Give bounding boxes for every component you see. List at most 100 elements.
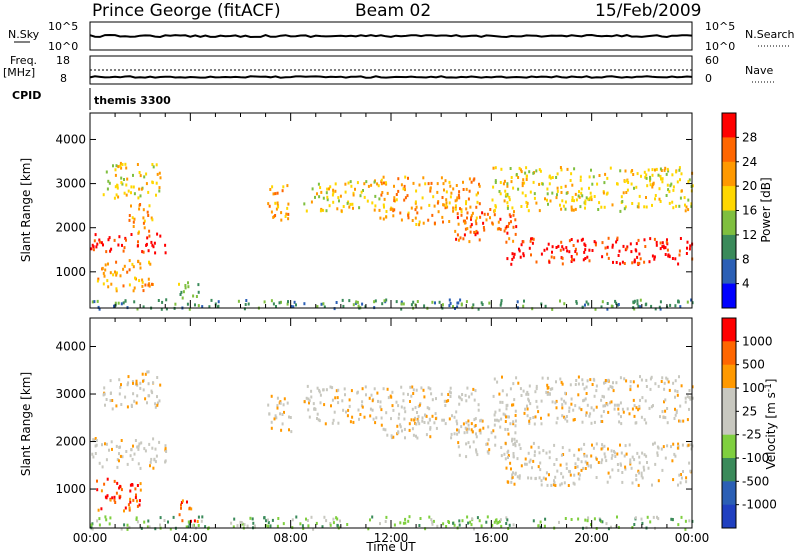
range-gate-cell <box>531 237 534 241</box>
range-gate-cell <box>476 516 479 520</box>
range-gate-cell <box>149 464 151 468</box>
range-gate-cell <box>568 469 571 473</box>
range-gate-cell <box>342 205 345 208</box>
range-gate-cell <box>416 411 418 414</box>
range-gate-cell <box>482 226 485 229</box>
range-gate-cell <box>674 413 677 417</box>
range-gate-cell <box>390 417 392 421</box>
range-gate-cell <box>469 205 472 209</box>
range-gate-cell <box>429 426 432 430</box>
range-gate-cell <box>530 253 532 257</box>
range-gate-cell <box>410 206 413 210</box>
range-gate-cell <box>374 299 377 303</box>
range-gate-cell <box>630 466 633 470</box>
range-gate-cell <box>111 407 114 411</box>
range-gate-cell <box>468 395 471 399</box>
range-gate-cell <box>270 299 273 303</box>
range-gate-cell <box>126 462 129 466</box>
range-gate-cell <box>414 200 417 204</box>
range-gate-cell <box>524 457 527 461</box>
range-gate-cell <box>427 386 430 390</box>
range-gate-cell <box>399 521 402 525</box>
range-gate-cell <box>266 518 269 522</box>
range-gate-cell <box>270 420 273 424</box>
range-gate-cell <box>624 467 627 471</box>
range-gate-cell <box>646 461 648 464</box>
range-gate-cell <box>322 196 325 200</box>
range-gate-cell <box>526 390 529 394</box>
range-gate-cell <box>588 175 591 179</box>
colorbar-tick-label: 1000 <box>742 334 773 348</box>
range-gate-cell <box>509 167 512 170</box>
range-gate-cell <box>619 209 622 213</box>
range-gate-cell <box>560 482 563 486</box>
range-gate-cell <box>153 241 156 245</box>
beam-title: Beam 02 <box>355 1 431 21</box>
range-gate-cell <box>601 458 604 462</box>
range-gate-cell <box>272 302 275 306</box>
range-gate-cell <box>604 379 607 382</box>
range-gate-cell <box>303 202 306 206</box>
range-gate-cell <box>200 519 203 523</box>
range-gate-cell <box>675 204 678 208</box>
range-gate-cell <box>511 439 513 443</box>
range-gate-cell <box>503 199 506 203</box>
range-gate-cell <box>672 442 675 446</box>
range-gate-cell <box>606 403 609 407</box>
range-gate-cell <box>617 468 620 472</box>
range-gate-cell <box>593 420 596 424</box>
range-gate-cell <box>589 191 592 195</box>
range-gate-cell <box>130 403 133 407</box>
range-gate-cell <box>454 207 457 211</box>
range-gate-cell <box>417 419 420 423</box>
range-gate-cell <box>516 300 519 304</box>
range-gate-cell <box>559 377 562 381</box>
range-gate-cell <box>118 459 120 463</box>
range-gate-cell <box>128 259 131 263</box>
range-gate-cell <box>564 207 567 211</box>
range-gate-cell <box>456 305 459 309</box>
range-gate-cell <box>467 441 470 445</box>
range-gate-cell <box>688 461 691 465</box>
range-gate-cell <box>342 304 345 308</box>
range-gate-cell <box>526 174 528 178</box>
range-gate-cell <box>457 238 460 242</box>
range-gate-cell <box>636 255 639 259</box>
range-gate-cell <box>448 417 451 421</box>
range-gate-cell <box>478 238 481 242</box>
range-gate-cell <box>111 496 114 500</box>
scatter-band-1 <box>102 370 162 411</box>
range-gate-cell <box>458 453 461 457</box>
range-gate-cell <box>529 458 532 462</box>
range-gate-cell <box>142 208 145 212</box>
range-gate-cell <box>389 207 392 211</box>
range-gate-cell <box>501 389 504 393</box>
range-gate-cell <box>604 172 607 176</box>
range-gate-cell <box>186 500 188 504</box>
range-gate-cell <box>585 454 588 458</box>
power-ylabel: Slant Range [km] <box>19 158 33 262</box>
range-gate-cell <box>588 248 591 252</box>
range-gate-cell <box>577 457 580 461</box>
range-gate-cell <box>505 407 508 411</box>
range-gate-cell <box>356 300 359 304</box>
range-gate-cell <box>581 305 584 309</box>
range-gate-cell <box>130 233 133 236</box>
range-gate-cell <box>511 473 514 477</box>
range-gate-cell <box>118 486 121 490</box>
range-gate-cell <box>652 515 655 519</box>
range-gate-cell <box>442 522 445 526</box>
range-gate-cell <box>196 520 199 523</box>
range-gate-cell <box>101 465 104 469</box>
range-gate-cell <box>609 166 612 170</box>
range-gate-cell <box>90 247 93 251</box>
range-gate-cell <box>507 456 509 459</box>
range-gate-cell <box>635 185 638 189</box>
range-gate-cell <box>571 199 574 202</box>
range-gate-cell <box>645 302 648 306</box>
range-gate-cell <box>630 182 633 186</box>
range-gate-cell <box>334 396 337 400</box>
range-gate-cell <box>645 378 648 382</box>
range-gate-cell <box>146 401 148 405</box>
range-gate-cell <box>574 192 577 196</box>
